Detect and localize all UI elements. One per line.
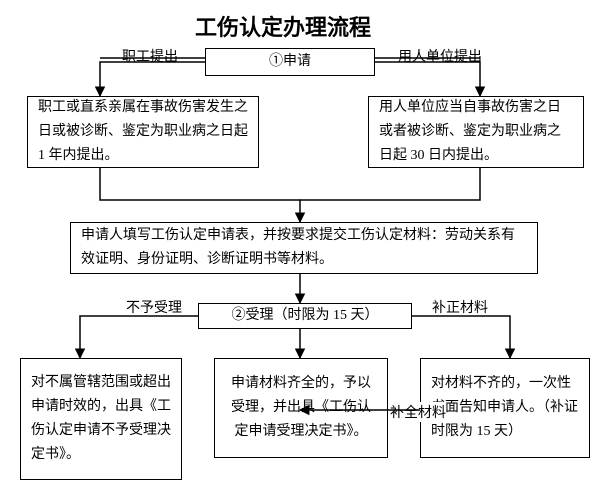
node-label: 申请人填写工伤认定申请表，并按要求提交工伤认定材料：劳动关系有效证明、身份证明、… [81, 224, 527, 272]
page-title: 工伤认定办理流程 [195, 10, 371, 42]
edge-label-resubmit: 补全材料 [390, 402, 446, 422]
node-label: ①申请 [269, 50, 311, 74]
edge-label-supplement: 补正材料 [432, 297, 488, 317]
node-employer-submit: 用人单位应当自事故伤害之日或者被诊断、鉴定为职业病之日起 30 日内提出。 [368, 96, 584, 168]
node-label: 申请材料齐全的，予以受理，并出具《工伤认定申请受理决定书》。 [225, 372, 377, 443]
edge-label-reject: 不予受理 [126, 297, 182, 317]
node-label: ②受理（时限为 15 天） [232, 304, 379, 328]
node-step1-apply: ①申请 [205, 48, 375, 76]
node-accept: 申请材料齐全的，予以受理，并出具《工伤认定申请受理决定书》。 [214, 358, 388, 458]
node-fill-form: 申请人填写工伤认定申请表，并按要求提交工伤认定材料：劳动关系有效证明、身份证明、… [70, 222, 538, 274]
edge-label-employee: 职工提出 [122, 46, 178, 66]
node-label: 用人单位应当自事故伤害之日或者被诊断、鉴定为职业病之日起 30 日内提出。 [379, 96, 573, 167]
node-reject: 对不属管辖范围或超出申请时效的，出具《工伤认定申请不予受理决定书》。 [20, 358, 182, 480]
node-label: 对材料不齐的，一次性书面告知申请人。（补证时限为 15 天） [431, 372, 579, 443]
node-step2-accept: ②受理（时限为 15 天） [198, 303, 412, 329]
node-label: 对不属管辖范围或超出申请时效的，出具《工伤认定申请不予受理决定书》。 [31, 371, 171, 466]
node-employee-submit: 职工或直系亲属在事故伤害发生之日或被诊断、鉴定为职业病之日起 1 年内提出。 [27, 96, 259, 168]
edge-label-employer: 用人单位提出 [398, 46, 482, 66]
node-label: 职工或直系亲属在事故伤害发生之日或被诊断、鉴定为职业病之日起 1 年内提出。 [38, 96, 248, 167]
